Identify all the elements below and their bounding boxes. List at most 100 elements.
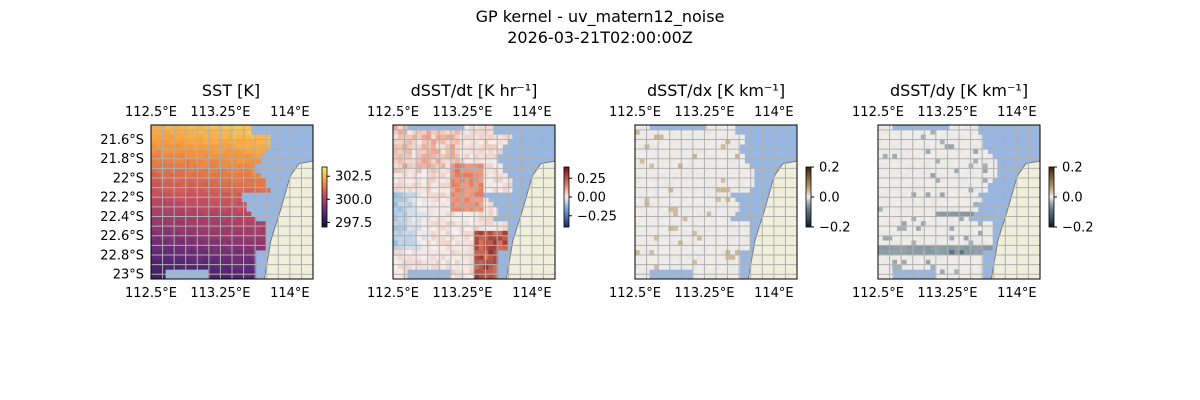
heatmap-cell — [949, 250, 955, 256]
heatmap-cell — [493, 274, 499, 279]
figure-title: GP kernel - uv_matern12_noise — [476, 7, 725, 27]
heatmap-cell — [649, 202, 655, 208]
heatmap-cell — [658, 192, 664, 198]
heatmap-cell — [198, 187, 204, 193]
heatmap-cell — [431, 163, 437, 169]
heatmap-cell — [416, 230, 422, 236]
heatmap-cell — [959, 173, 965, 179]
heatmap-cell — [939, 168, 945, 174]
heatmap-cell — [954, 254, 960, 261]
heatmap-cell — [222, 226, 228, 232]
heatmap-cell — [174, 144, 180, 150]
heatmap-cell — [930, 197, 936, 203]
heatmap-cell — [720, 264, 726, 270]
heatmap-cell — [730, 274, 736, 279]
heatmap-cell — [916, 149, 922, 155]
heatmap-cell — [949, 173, 955, 179]
lat-tick-label: 22.4°S — [100, 210, 144, 225]
heatmap-cell — [939, 269, 945, 275]
heatmap-cell — [716, 216, 722, 222]
heatmap-cell — [635, 264, 641, 270]
heatmap-cell — [246, 264, 252, 270]
heatmap-cell — [193, 216, 199, 222]
heatmap-cell — [978, 245, 984, 251]
heatmap-cell — [716, 168, 722, 174]
heatmap-cell — [502, 134, 508, 140]
heatmap-cell — [959, 134, 965, 140]
colorbar: 0.20.0−0.2 — [1048, 161, 1094, 236]
heatmap-cell — [696, 245, 702, 251]
heatmap-cell — [639, 197, 645, 203]
heatmap-cell — [174, 245, 180, 251]
heatmap-cell — [963, 250, 969, 256]
heatmap-cell — [687, 250, 693, 256]
heatmap-cell — [682, 139, 688, 145]
heatmap-cell — [464, 153, 470, 159]
heatmap-cell — [939, 182, 945, 188]
heatmap-cell — [193, 153, 199, 159]
heatmap-cell — [421, 206, 427, 212]
heatmap-cell — [397, 149, 403, 155]
heatmap-cell — [397, 144, 403, 150]
heatmap-cell — [203, 129, 209, 135]
heatmap-cell — [440, 240, 446, 246]
heatmap-cell — [502, 173, 508, 179]
heatmap-cell — [992, 168, 998, 174]
heatmap-cell — [963, 177, 969, 184]
colorbar-tick-label: −0.2 — [1062, 221, 1094, 236]
heatmap-cell — [673, 153, 679, 159]
heatmap-cell — [189, 202, 195, 208]
gridlines — [878, 125, 1040, 279]
heatmap-cell — [497, 221, 503, 227]
heatmap-cell — [901, 134, 907, 140]
heatmap-cell — [184, 129, 190, 135]
heatmap-cell — [393, 153, 399, 159]
heatmap-cell — [232, 211, 238, 217]
heatmap-cell — [959, 235, 965, 241]
heatmap-cell — [939, 129, 945, 135]
heatmap-cell — [179, 245, 185, 251]
heatmap-cell — [649, 226, 655, 232]
heatmap-cell — [892, 139, 898, 145]
heatmap-cell — [692, 153, 698, 159]
figure-subtitle: 2026-03-21T02:00:00Z — [507, 28, 693, 47]
heatmap-cell — [920, 221, 926, 227]
heatmap-cell — [654, 197, 660, 203]
heatmap-cell — [882, 245, 888, 251]
heatmap-cell — [478, 221, 484, 227]
heatmap-cell — [892, 206, 898, 212]
heatmap-cell — [668, 149, 674, 155]
heatmap-cell — [744, 187, 750, 193]
heatmap-cell — [673, 192, 679, 198]
heatmap-cell — [426, 173, 432, 179]
heatmap-cell — [935, 250, 941, 256]
heatmap-cell — [431, 250, 437, 256]
heatmap-cell — [179, 129, 185, 135]
heatmap-cell — [208, 269, 214, 275]
heatmap-cell — [236, 197, 242, 203]
heatmap-cell — [954, 134, 960, 140]
heatmap-cell — [916, 245, 922, 251]
heatmap-cell — [749, 177, 755, 184]
heatmap-cell — [916, 158, 922, 164]
heatmap-cell — [911, 240, 917, 246]
heatmap-cell — [935, 211, 941, 217]
heatmap-cell — [878, 125, 884, 131]
heatmap-cell — [978, 149, 984, 155]
heatmap-cell — [892, 221, 898, 227]
heatmap-cell — [735, 187, 741, 193]
heatmap-cell — [212, 168, 218, 174]
heatmap-cell — [992, 173, 998, 179]
heatmap-cell — [170, 187, 176, 193]
heatmap-cell — [165, 192, 171, 198]
heatmap-cell — [397, 139, 403, 145]
heatmap-cell — [897, 163, 903, 169]
heatmap-cell — [720, 134, 726, 140]
heatmap-cell — [184, 168, 190, 174]
heatmap-cell — [892, 173, 898, 179]
heatmap-cell — [959, 139, 965, 145]
heatmap-cell — [711, 226, 717, 232]
heatmap-cell — [663, 235, 669, 241]
heatmap-cell — [189, 192, 195, 198]
heatmap-cell — [189, 240, 195, 246]
